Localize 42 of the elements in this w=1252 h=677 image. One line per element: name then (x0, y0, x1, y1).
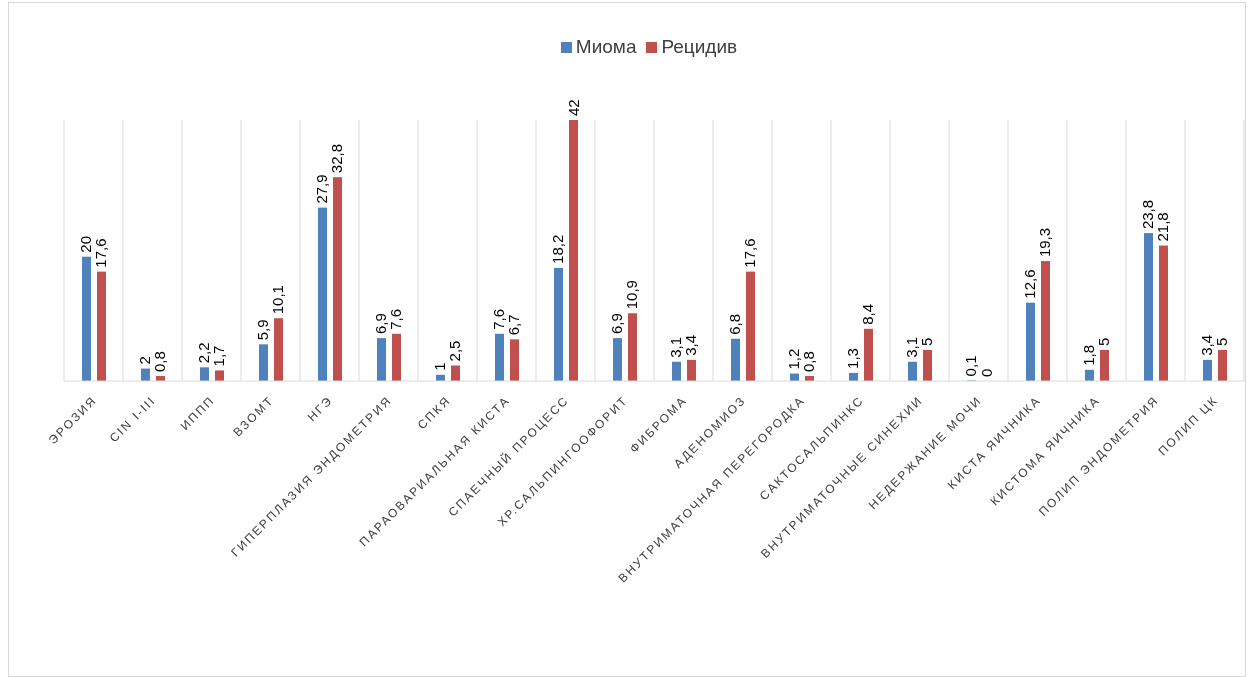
data-label: 1,8 (1080, 344, 1098, 366)
data-label: 17,6 (741, 238, 759, 268)
data-label: 1 (431, 362, 449, 371)
data-label: 6,9 (372, 313, 390, 335)
data-label: 6,8 (726, 313, 744, 335)
data-label: 5 (918, 337, 936, 346)
data-label: 2,2 (195, 342, 213, 364)
data-label: 3,4 (682, 335, 700, 356)
data-label: 7,6 (490, 308, 508, 330)
data-label: 23,8 (1139, 199, 1157, 230)
data-label: 5 (1095, 337, 1113, 346)
data-label: 1,3 (844, 348, 862, 369)
data-label: 1,7 (210, 345, 228, 367)
data-label: 3,4 (1198, 335, 1216, 356)
data-label: 19,3 (1036, 227, 1054, 258)
data-label: 18,2 (549, 234, 567, 264)
data-label: 17,6 (92, 238, 110, 268)
data-label: 5 (1213, 337, 1231, 346)
data-label: 6,9 (608, 313, 626, 335)
data-label: 3,1 (667, 336, 685, 358)
data-label: 2 (136, 356, 154, 365)
data-label: 3,1 (903, 336, 921, 358)
data-label: 0,1 (962, 355, 980, 377)
data-label: 10,9 (623, 280, 641, 310)
legend-label: Миома (575, 36, 637, 57)
data-label: 27,9 (313, 174, 331, 204)
data-label: 42 (564, 99, 582, 116)
data-label: 0 (977, 368, 995, 377)
data-label: 6,7 (505, 314, 523, 336)
legend-label: Рецидив (661, 36, 738, 57)
data-label: 0,8 (800, 351, 818, 373)
data-label: 1,2 (785, 348, 803, 370)
data-label: 10,1 (269, 285, 287, 315)
data-label: 8,4 (859, 303, 877, 325)
data-label: 0,8 (151, 351, 169, 373)
data-label: 2,5 (446, 340, 464, 362)
data-label: 12,6 (1021, 269, 1039, 299)
data-label: 21,8 (1154, 212, 1172, 242)
data-label: 7,6 (387, 308, 405, 330)
data-label: 5,9 (254, 319, 272, 341)
data-label: 20 (77, 236, 95, 253)
data-label: 32,8 (328, 143, 346, 174)
